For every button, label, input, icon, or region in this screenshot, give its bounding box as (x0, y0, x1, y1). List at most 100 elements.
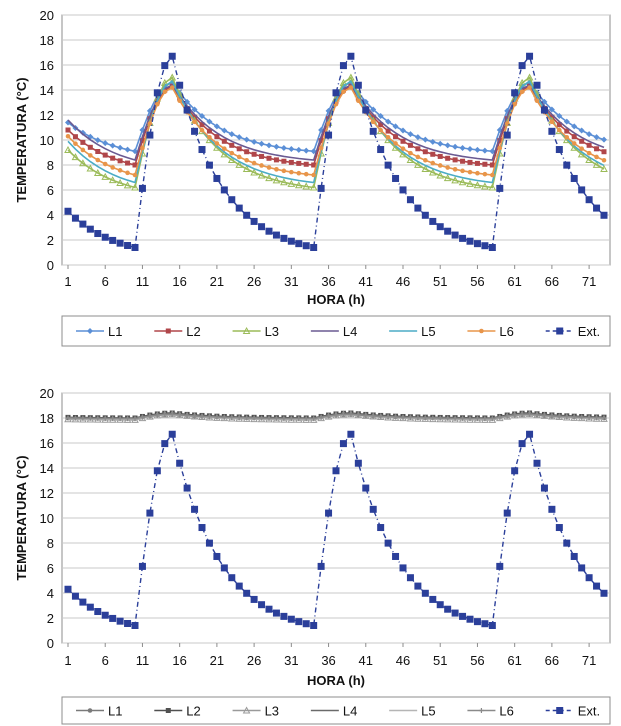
top-data-point (378, 127, 383, 133)
bottom-data-point (259, 415, 265, 421)
top-data-point (474, 160, 480, 166)
top-data-point (139, 138, 145, 144)
bottom-data-point (467, 415, 473, 421)
top-data-point (579, 146, 584, 151)
top-data-point (384, 161, 392, 169)
top-data-point (385, 128, 391, 134)
bottom-data-point (64, 585, 72, 593)
top-data-point (251, 160, 257, 166)
top-data-point (102, 140, 109, 147)
top-data-point (131, 183, 139, 191)
top-data-point (295, 240, 303, 248)
top-data-point (325, 131, 333, 139)
top-data-point (488, 244, 496, 251)
bottom-data-point (422, 415, 428, 421)
top-data-point (244, 157, 249, 163)
top-x-tick-label: 41 (359, 274, 373, 289)
top-data-point (199, 113, 205, 120)
top-data-point (198, 146, 206, 154)
top-data-point (296, 170, 302, 176)
top-data-point (242, 164, 251, 172)
top-data-point (95, 157, 101, 163)
top-data-point (93, 168, 102, 177)
top-data-point (153, 89, 161, 97)
top-data-point (199, 122, 205, 128)
top-data-point (207, 135, 212, 140)
top-data-point (526, 52, 534, 60)
top-data-point (214, 141, 220, 146)
bottom-series-ext (64, 430, 608, 629)
top-data-point (451, 231, 459, 239)
top-data-point (430, 151, 436, 157)
bottom-data-point (302, 620, 310, 628)
top-data-point (265, 227, 273, 235)
bottom-data-point (288, 415, 294, 421)
top-data-point (534, 98, 540, 104)
bottom-data-point (147, 413, 153, 419)
top-data-point (406, 196, 414, 204)
top-legend-label: Ext. (578, 324, 600, 339)
bottom-y-tick-label: 14 (40, 461, 54, 476)
top-data-point (303, 147, 310, 154)
bottom-x-tick-label: 41 (359, 653, 373, 668)
bottom-data-point (169, 411, 175, 417)
top-data-point (250, 217, 258, 225)
top-data-point (310, 148, 317, 155)
bottom-data-point (533, 459, 541, 467)
top-y-axis-title: TEMPERATURA (°C) (14, 77, 29, 202)
top-series-line (67, 80, 605, 184)
top-data-point (430, 160, 436, 166)
top-data-point (503, 131, 511, 139)
top-x-axis-title: HORA (h) (307, 292, 365, 307)
top-data-point (266, 142, 272, 149)
bottom-data-point (265, 605, 273, 613)
top-data-point (302, 182, 311, 190)
top-x-tick-label: 36 (321, 274, 335, 289)
bottom-data-point (385, 414, 391, 420)
bottom-data-point (199, 413, 205, 419)
top-legend-label: L6 (499, 324, 513, 339)
bottom-data-point (511, 467, 519, 475)
bottom-x-tick-label: 36 (321, 653, 335, 668)
top-x-tick-label: 51 (433, 274, 447, 289)
bottom-legend-label: L6 (499, 704, 513, 719)
top-data-point (222, 146, 227, 151)
top-data-point (415, 154, 421, 160)
top-data-point (251, 138, 258, 145)
top-legend-marker (165, 328, 171, 334)
bottom-data-point (139, 414, 145, 420)
top-x-tick-label: 16 (172, 274, 186, 289)
bottom-data-point (407, 415, 413, 421)
top-data-point (556, 122, 562, 128)
top-data-point (594, 154, 599, 160)
top-data-point (192, 119, 197, 125)
top-data-point (474, 146, 481, 153)
bottom-data-point (571, 414, 577, 420)
top-data-point (110, 165, 115, 170)
top-data-point (229, 142, 235, 148)
bottom-data-point (459, 612, 467, 620)
bottom-series-l6 (65, 411, 607, 422)
top-data-point (205, 161, 213, 169)
top-data-point (339, 62, 347, 70)
top-data-point (206, 128, 212, 134)
top-data-point (273, 157, 279, 163)
top-y-tick-label: 8 (47, 158, 54, 173)
top-data-point (147, 116, 153, 122)
top-data-point (564, 128, 570, 134)
top-data-point (452, 143, 459, 150)
top-data-point (482, 161, 488, 167)
top-data-point (481, 242, 489, 250)
top-data-point (421, 164, 430, 172)
top-data-point (124, 241, 132, 249)
top-series-l5 (67, 80, 605, 184)
top-data-point (116, 239, 124, 247)
top-legend-marker (479, 328, 484, 334)
top-data-point (228, 196, 236, 204)
bottom-data-point (549, 413, 555, 419)
top-y-tick-label: 4 (47, 208, 54, 223)
top-data-point (377, 146, 385, 154)
